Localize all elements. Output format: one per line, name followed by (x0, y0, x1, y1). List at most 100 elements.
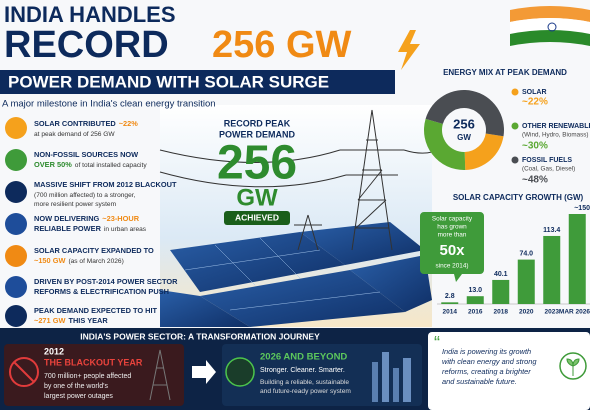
center-label: POWER DEMAND (219, 129, 295, 139)
highlight-title: SOLAR CONTRIBUTED ~22% (34, 119, 138, 128)
value-label: 113.4 (543, 227, 560, 234)
legend-name: OTHER RENEWABLES (522, 123, 590, 130)
text: in urban areas (104, 226, 147, 233)
banner-text: POWER DEMAND WITH SOLAR SURGE (8, 72, 329, 91)
donut-center-value: 256 (453, 116, 475, 131)
badge (224, 211, 290, 225)
highlight-title: RELIABLE POWER in urban areas (34, 224, 147, 233)
donut-segment (464, 133, 504, 170)
callout: Solar capacity has grown more than 50x s… (420, 212, 484, 282)
icon (5, 149, 27, 171)
past-card (4, 344, 184, 406)
highlight-title: DRIVEN BY POST-2014 POWER SECTOR (34, 277, 178, 286)
legend-swatch (511, 122, 519, 130)
quote-card (428, 332, 590, 410)
blackout-icon (13, 361, 35, 383)
future-label: 2026 AND BEYOND (260, 352, 347, 363)
highlight-title: REFORMS & ELECTRIFICATION PUSH (34, 287, 169, 296)
accent: ~271 GW (34, 316, 65, 325)
bar (543, 235, 561, 304)
mix-title: ENERGY MIX AT PEAK DEMAND (443, 68, 567, 77)
highlight-detail: OVER 50% of total installed capacity (34, 160, 147, 169)
quote-line: with clean energy and strong (442, 357, 537, 366)
callout-text: more than (438, 232, 467, 239)
value-label: 40.1 (494, 271, 508, 278)
value-label: 2.8 (445, 293, 455, 300)
icon (5, 245, 27, 267)
text: NOW DELIVERING (34, 214, 100, 223)
x-tick-label: 2018 (494, 309, 509, 316)
icon (5, 117, 27, 139)
past-year: 2012 (44, 346, 64, 356)
highlights: SOLAR CONTRIBUTED ~22% at peak demand of … (5, 117, 178, 327)
legend-value: ~30% (522, 141, 548, 152)
tower-icon (149, 349, 171, 401)
callout-text: Solar capacity (432, 216, 473, 223)
flag (510, 6, 590, 46)
skyline (403, 358, 411, 402)
text: RELIABLE POWER (34, 224, 102, 233)
bulb-icon (225, 357, 255, 387)
value-label: 13.0 (468, 287, 482, 294)
highlight-title: SOLAR CAPACITY EXPANDED TO (34, 246, 154, 255)
icon (5, 276, 27, 298)
highlight-title: ~271 GW THIS YEAR (34, 316, 108, 325)
future-detail: Building a reliable, sustainable (260, 379, 349, 386)
donut-segment (425, 90, 504, 137)
icon (5, 305, 27, 327)
title-highlight: 256 GW (212, 24, 352, 66)
bar (517, 259, 535, 304)
highlight-title: NOW DELIVERING ~23-HOUR (34, 214, 140, 223)
legend-value: ~22% (522, 97, 548, 108)
banner (0, 70, 395, 94)
growth-chart: 2.8 2014 13.0 2016 40.1 2018 74.0 2020 113.4 2023… (437, 205, 590, 316)
donut (424, 90, 504, 170)
skyline (393, 368, 399, 402)
skyline (372, 362, 378, 402)
x-tick-label: 2020 (519, 309, 534, 316)
past-detail: 700 million+ people affected (44, 373, 131, 380)
power-tower (159, 109, 433, 251)
x-tick-label: MAR 2026 (559, 309, 590, 316)
blackout-icon (9, 357, 39, 387)
center-unit: GW (236, 184, 278, 211)
subtitle: A major milestone in India's clean energ… (2, 99, 216, 110)
legend-name: FOSSIL FUELS (522, 157, 572, 164)
bulb-icon (559, 352, 587, 380)
callout-text: since 2014) (435, 263, 468, 270)
future-tagline: Stronger. Cleaner. Smarter. (260, 367, 345, 374)
badge-text: ACHIEVED (235, 212, 279, 222)
legend-value: ~48% (522, 175, 548, 186)
legend-swatch (511, 88, 519, 96)
solar-panels (160, 222, 432, 327)
value-label: ~150 (574, 205, 590, 212)
past-label: THE BLACKOUT YEAR (44, 357, 143, 367)
future-detail: and future-ready power system (260, 388, 351, 395)
accent: ~22% (119, 119, 139, 128)
highlight-detail: ~150 GW (as of March 2026) (34, 256, 124, 265)
highlight-title: PEAK DEMAND EXPECTED TO HIT (34, 306, 158, 315)
x-tick-label: 2023 (545, 309, 560, 316)
text: THIS YEAR (68, 316, 108, 325)
mix-legend: SOLAR~22% OTHER RENEWABLES (Wind, Hydro, B… (511, 88, 590, 186)
accent: ~23-HOUR (102, 214, 139, 223)
value-label: 74.0 (519, 250, 533, 257)
legend-name: SOLAR (522, 89, 547, 96)
lightning-icon (398, 30, 420, 70)
x-tick-label: 2014 (443, 309, 458, 316)
leaf-icon (566, 358, 580, 376)
bar (441, 302, 459, 304)
skyline (382, 352, 389, 402)
accent: OVER 50% (34, 160, 72, 169)
arrow (192, 360, 216, 384)
legend-note: (Coal, Gas, Diesel) (522, 166, 575, 173)
legend-swatch (511, 156, 519, 164)
icon (5, 181, 27, 203)
quote-line: reforms, creating a brighter (442, 367, 531, 376)
growth-title: SOLAR CAPACITY GROWTH (GW) (453, 193, 584, 202)
quote-line: India is powering its growth (442, 347, 531, 356)
bar (466, 296, 484, 304)
callout-value: 50x (439, 242, 465, 259)
highlight-detail: (700 million affected) to a stronger, (34, 192, 136, 199)
